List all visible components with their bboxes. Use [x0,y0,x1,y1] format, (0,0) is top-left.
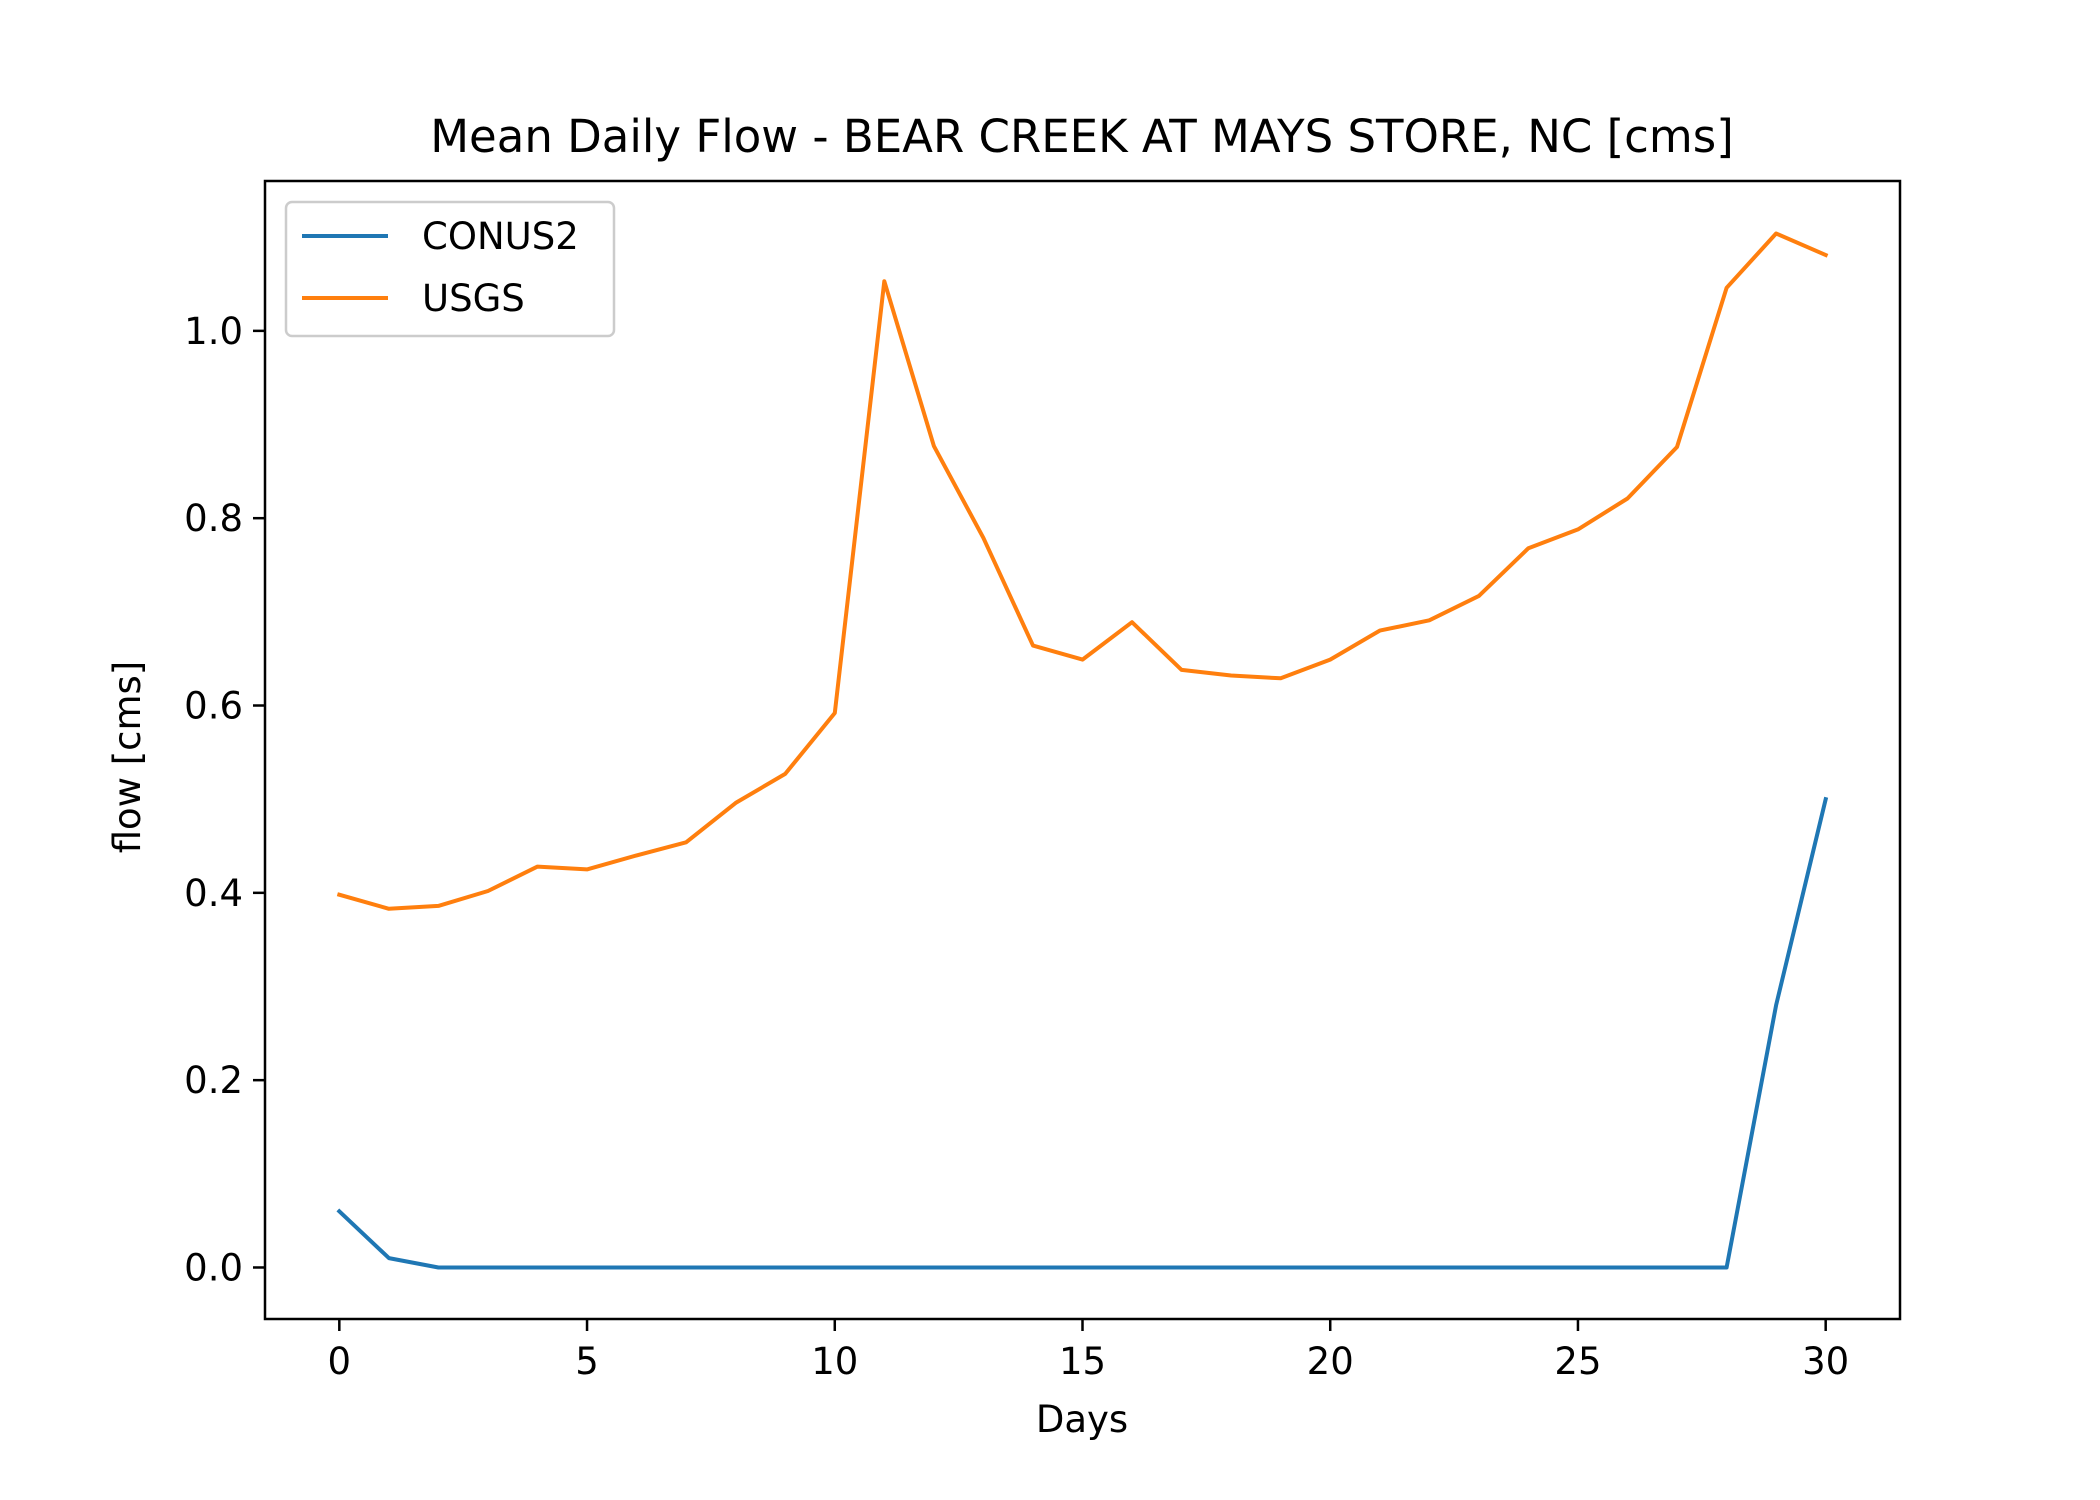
x-tick-label: 20 [1307,1340,1354,1383]
x-tick-label: 0 [328,1340,352,1383]
y-tick-label: 0.8 [184,497,243,540]
series-line-conus2 [336,796,1829,1270]
y-axis: 0.0 0.2 0.4 0.6 0.8 1.0 [184,310,265,1289]
legend-label-usgs: USGS [422,277,525,320]
x-tick-label: 30 [1802,1340,1849,1383]
y-axis-title: flow [cms] [106,661,149,854]
chart-title: Mean Daily Flow - BEAR CREEK AT MAYS STO… [430,110,1734,163]
y-tick-label: 0.4 [184,872,243,915]
y-tick-label: 1.0 [184,310,243,353]
plot-area [336,231,1829,1270]
x-axis: 0 5 10 15 20 25 30 [328,1319,1849,1383]
x-tick-label: 5 [575,1340,599,1383]
x-tick-label: 15 [1059,1340,1106,1383]
x-tick-label: 10 [811,1340,858,1383]
y-tick-label: 0.0 [184,1246,243,1289]
x-tick-label: 25 [1554,1340,1601,1383]
legend-label-conus2: CONUS2 [422,215,579,258]
y-tick-label: 0.6 [184,685,243,728]
y-tick-label: 0.2 [184,1059,243,1102]
series-line-usgs [336,231,1829,911]
x-axis-title: Days [1036,1398,1128,1441]
legend: CONUS2 USGS [284,200,616,338]
